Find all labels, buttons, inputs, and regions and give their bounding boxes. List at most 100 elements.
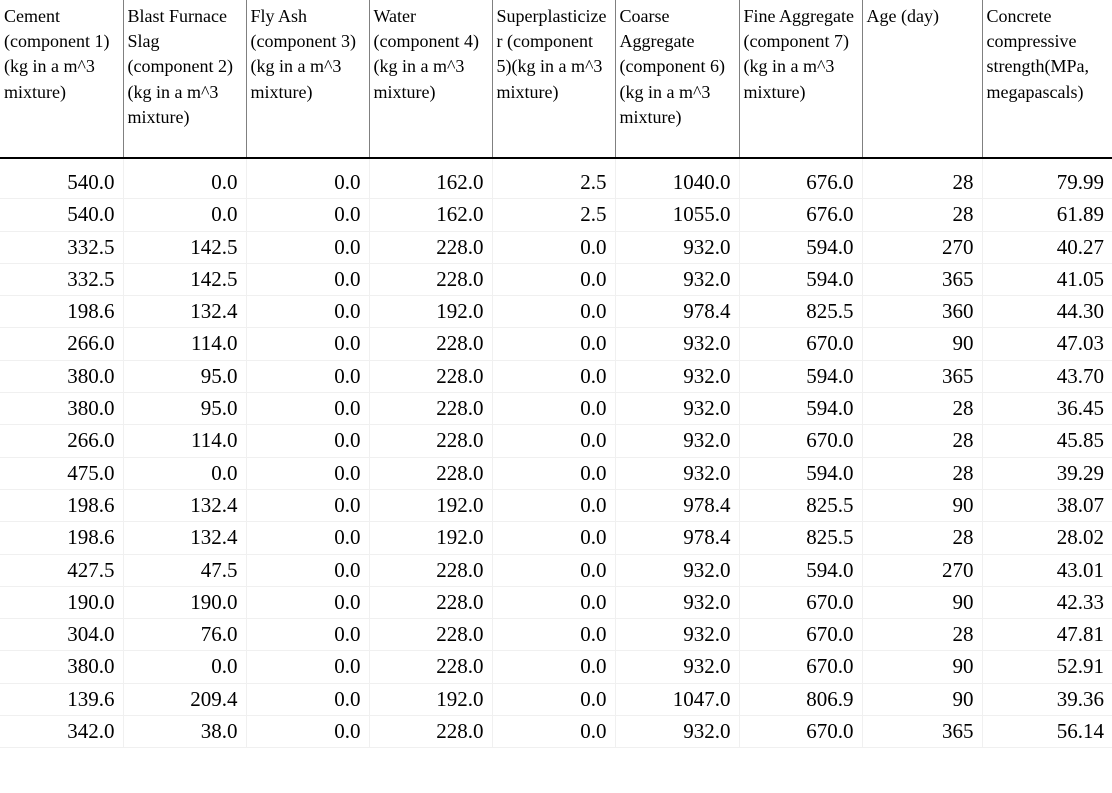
table-cell: 0.0	[246, 393, 369, 425]
table-cell: 0.0	[123, 457, 246, 489]
table-cell: 932.0	[615, 360, 739, 392]
table-cell: 594.0	[739, 393, 862, 425]
table-cell: 0.0	[492, 457, 615, 489]
table-cell: 42.33	[982, 586, 1112, 618]
column-header: Blast Furnace Slag (component 2)(kg in a…	[123, 0, 246, 158]
table-cell: 0.0	[246, 425, 369, 457]
table-cell: 47.03	[982, 328, 1112, 360]
table-cell: 978.4	[615, 296, 739, 328]
table-header: Cement (component 1)(kg in a m^3 mixture…	[0, 0, 1112, 158]
table-cell: 132.4	[123, 522, 246, 554]
table-cell: 670.0	[739, 716, 862, 748]
table-cell: 0.0	[492, 328, 615, 360]
table-cell: 360	[862, 296, 982, 328]
table-cell: 0.0	[246, 158, 369, 199]
table-cell: 594.0	[739, 360, 862, 392]
table-cell: 0.0	[246, 554, 369, 586]
table-cell: 932.0	[615, 554, 739, 586]
table-cell: 0.0	[246, 716, 369, 748]
table-cell: 0.0	[492, 393, 615, 425]
table-cell: 114.0	[123, 425, 246, 457]
table-row: 266.0114.00.0228.00.0932.0670.02845.85	[0, 425, 1112, 457]
table-cell: 594.0	[739, 263, 862, 295]
table-cell: 43.01	[982, 554, 1112, 586]
table-cell: 0.0	[246, 263, 369, 295]
table-cell: 44.30	[982, 296, 1112, 328]
table-cell: 90	[862, 489, 982, 521]
table-cell: 228.0	[369, 554, 492, 586]
table-cell: 162.0	[369, 158, 492, 199]
table-cell: 198.6	[0, 522, 123, 554]
table-cell: 594.0	[739, 457, 862, 489]
column-header: Fly Ash (component 3)(kg in a m^3 mixtur…	[246, 0, 369, 158]
table-cell: 676.0	[739, 199, 862, 231]
table-row: 380.095.00.0228.00.0932.0594.02836.45	[0, 393, 1112, 425]
table-cell: 192.0	[369, 489, 492, 521]
table-row: 475.00.00.0228.00.0932.0594.02839.29	[0, 457, 1112, 489]
table-cell: 1040.0	[615, 158, 739, 199]
table-cell: 304.0	[0, 619, 123, 651]
table-cell: 0.0	[492, 296, 615, 328]
table-cell: 806.9	[739, 683, 862, 715]
table-cell: 978.4	[615, 522, 739, 554]
table-cell: 198.6	[0, 489, 123, 521]
table-cell: 365	[862, 263, 982, 295]
table-cell: 228.0	[369, 619, 492, 651]
table-cell: 0.0	[492, 554, 615, 586]
table-cell: 28	[862, 199, 982, 231]
table-cell: 932.0	[615, 586, 739, 618]
table-cell: 228.0	[369, 263, 492, 295]
table-cell: 670.0	[739, 425, 862, 457]
column-header: Age (day)	[862, 0, 982, 158]
table-cell: 0.0	[492, 263, 615, 295]
table-cell: 978.4	[615, 489, 739, 521]
table-cell: 0.0	[492, 360, 615, 392]
table-cell: 676.0	[739, 158, 862, 199]
table-cell: 28.02	[982, 522, 1112, 554]
table-cell: 228.0	[369, 328, 492, 360]
table-cell: 825.5	[739, 489, 862, 521]
table-cell: 90	[862, 683, 982, 715]
table-cell: 28	[862, 457, 982, 489]
table-cell: 932.0	[615, 619, 739, 651]
column-header: Concrete compressive strength(MPa, megap…	[982, 0, 1112, 158]
table-cell: 475.0	[0, 457, 123, 489]
table-row: 342.038.00.0228.00.0932.0670.036556.14	[0, 716, 1112, 748]
table-cell: 670.0	[739, 586, 862, 618]
table-cell: 0.0	[246, 586, 369, 618]
table-cell: 228.0	[369, 425, 492, 457]
table-row: 332.5142.50.0228.00.0932.0594.036541.05	[0, 263, 1112, 295]
table-cell: 270	[862, 231, 982, 263]
table-cell: 228.0	[369, 393, 492, 425]
table-cell: 56.14	[982, 716, 1112, 748]
table-cell: 932.0	[615, 425, 739, 457]
table-cell: 332.5	[0, 231, 123, 263]
table-cell: 0.0	[246, 231, 369, 263]
table-row: 198.6132.40.0192.00.0978.4825.59038.07	[0, 489, 1112, 521]
table-cell: 380.0	[0, 651, 123, 683]
table-cell: 932.0	[615, 231, 739, 263]
header-row: Cement (component 1)(kg in a m^3 mixture…	[0, 0, 1112, 158]
table-cell: 76.0	[123, 619, 246, 651]
table-cell: 79.99	[982, 158, 1112, 199]
table-cell: 0.0	[492, 489, 615, 521]
table-row: 304.076.00.0228.00.0932.0670.02847.81	[0, 619, 1112, 651]
table-row: 380.095.00.0228.00.0932.0594.036543.70	[0, 360, 1112, 392]
table-cell: 0.0	[492, 651, 615, 683]
table-cell: 90	[862, 586, 982, 618]
column-header: Fine Aggregate (component 7)(kg in a m^3…	[739, 0, 862, 158]
table-cell: 28	[862, 425, 982, 457]
table-cell: 228.0	[369, 231, 492, 263]
table-cell: 380.0	[0, 360, 123, 392]
table-cell: 0.0	[492, 683, 615, 715]
table-cell: 52.91	[982, 651, 1112, 683]
table-cell: 332.5	[0, 263, 123, 295]
table-cell: 228.0	[369, 457, 492, 489]
table-cell: 45.85	[982, 425, 1112, 457]
table-cell: 0.0	[492, 716, 615, 748]
table-cell: 28	[862, 522, 982, 554]
table-cell: 0.0	[246, 199, 369, 231]
table-cell: 228.0	[369, 651, 492, 683]
table-row: 540.00.00.0162.02.51040.0676.02879.99	[0, 158, 1112, 199]
table-cell: 228.0	[369, 716, 492, 748]
